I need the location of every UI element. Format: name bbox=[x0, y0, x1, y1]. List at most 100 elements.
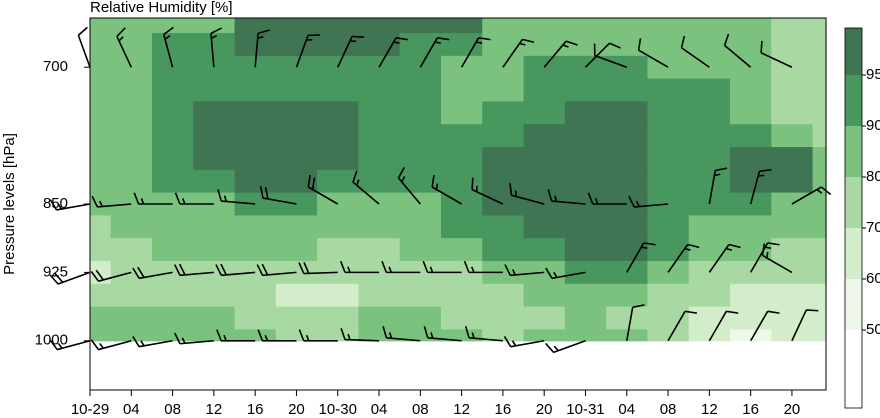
wind-barb bbox=[463, 260, 503, 274]
wind-barb bbox=[77, 26, 91, 68]
contour-cell bbox=[606, 169, 649, 194]
contour-cell bbox=[523, 78, 566, 103]
contour-cell bbox=[399, 124, 442, 148]
colorbar-tick-label: 60 bbox=[866, 270, 880, 287]
contour-cell bbox=[440, 55, 483, 80]
contour-cell bbox=[399, 215, 442, 239]
wind-barb bbox=[132, 266, 173, 280]
contour-cell bbox=[688, 169, 731, 194]
contour-cell bbox=[90, 238, 112, 262]
wind-barb bbox=[91, 195, 132, 208]
contour-cell bbox=[399, 283, 442, 308]
contour-cell bbox=[564, 55, 607, 80]
x-tick-label: 08 bbox=[412, 401, 429, 418]
x-tick-label: 12 bbox=[206, 401, 223, 418]
x-tick-label: 04 bbox=[123, 401, 140, 418]
y-axis-label: Pressure levels [hPa] bbox=[1, 133, 18, 275]
contour-cell bbox=[358, 329, 401, 342]
contour-cell bbox=[564, 238, 607, 262]
contour-cell bbox=[110, 55, 153, 80]
contour-cell bbox=[275, 124, 318, 148]
contour-cell bbox=[90, 55, 112, 80]
contour-cell bbox=[317, 55, 359, 80]
contour-cell bbox=[564, 215, 607, 239]
colorbar-tick-label: 80 bbox=[866, 168, 880, 185]
wind-barb bbox=[667, 310, 698, 342]
contour-cell bbox=[523, 124, 566, 148]
colorbar-band bbox=[845, 228, 862, 279]
contour-cell bbox=[151, 169, 194, 194]
contour-cell bbox=[193, 33, 236, 57]
contour-cell bbox=[812, 55, 827, 80]
wind-barb bbox=[637, 38, 669, 68]
contour-cell bbox=[317, 283, 359, 308]
contour-cell bbox=[606, 33, 649, 57]
contour-cell bbox=[606, 283, 649, 308]
contour-cell bbox=[193, 18, 236, 34]
contour-cell bbox=[771, 329, 814, 342]
colorbar-band bbox=[845, 126, 862, 177]
contour-cell bbox=[523, 306, 566, 330]
contour-cell bbox=[358, 169, 401, 194]
contour-cell bbox=[523, 215, 566, 239]
contour-cell bbox=[730, 18, 772, 34]
contour-cell bbox=[151, 215, 194, 239]
contour-cell bbox=[647, 306, 690, 330]
contour-cell bbox=[234, 169, 277, 194]
wind-barb bbox=[708, 243, 741, 273]
y-tick-label: 1000 bbox=[35, 332, 68, 349]
y-tick-label: 700 bbox=[43, 58, 68, 75]
contour-cell bbox=[275, 260, 318, 285]
x-tick-label: 16 bbox=[247, 401, 264, 418]
contour-cell bbox=[358, 283, 401, 308]
wind-barb bbox=[708, 310, 739, 342]
contour-cell bbox=[482, 260, 525, 285]
wind-barb bbox=[173, 332, 214, 345]
contour-cell bbox=[275, 169, 318, 194]
contour-cell bbox=[771, 283, 814, 308]
wind-barb bbox=[49, 271, 91, 285]
contour-cell bbox=[193, 78, 236, 103]
contour-cell bbox=[193, 101, 236, 125]
contour-cell bbox=[688, 329, 731, 342]
x-tick-label: 04 bbox=[371, 401, 388, 418]
contour-cell bbox=[523, 55, 566, 80]
contour-cell bbox=[234, 124, 277, 148]
wind-barb bbox=[723, 33, 752, 68]
contour-cell bbox=[482, 238, 525, 262]
contour-cell bbox=[771, 147, 814, 171]
contour-cell bbox=[151, 306, 194, 330]
contour-cell bbox=[482, 306, 525, 330]
contour-cell bbox=[440, 306, 483, 330]
contour-cell bbox=[399, 33, 442, 57]
contour-cell bbox=[358, 215, 401, 239]
chart-title: Relative Humidity [%] bbox=[90, 0, 233, 16]
wind-barb bbox=[339, 260, 380, 274]
wind-barb bbox=[163, 26, 174, 68]
contour-cell bbox=[606, 306, 649, 330]
contour-cell bbox=[90, 215, 112, 239]
contour-cell bbox=[193, 147, 236, 171]
colorbar-tick-label: 70 bbox=[866, 219, 880, 236]
x-tick-label: 10-30 bbox=[319, 401, 357, 418]
contour-cell bbox=[606, 238, 649, 262]
wind-barb bbox=[543, 40, 578, 68]
contour-cell bbox=[275, 283, 318, 308]
contour-cell bbox=[90, 169, 112, 194]
contour-cell bbox=[234, 260, 277, 285]
contour-cell bbox=[730, 238, 772, 262]
contour-cell bbox=[440, 238, 483, 262]
contour-cell bbox=[275, 101, 318, 125]
wind-barb bbox=[174, 192, 214, 205]
contour-cell bbox=[440, 215, 483, 239]
contour-cell bbox=[564, 306, 607, 330]
wind-barb bbox=[502, 38, 535, 68]
wind-barb bbox=[352, 170, 380, 205]
contour-cell bbox=[647, 33, 690, 57]
contour-cell bbox=[358, 238, 401, 262]
contour-cell bbox=[564, 329, 607, 342]
contour-cell bbox=[606, 18, 649, 34]
y-tick-label: 850 bbox=[43, 195, 68, 212]
contour-cell bbox=[482, 215, 525, 239]
wind-barb bbox=[628, 195, 669, 208]
